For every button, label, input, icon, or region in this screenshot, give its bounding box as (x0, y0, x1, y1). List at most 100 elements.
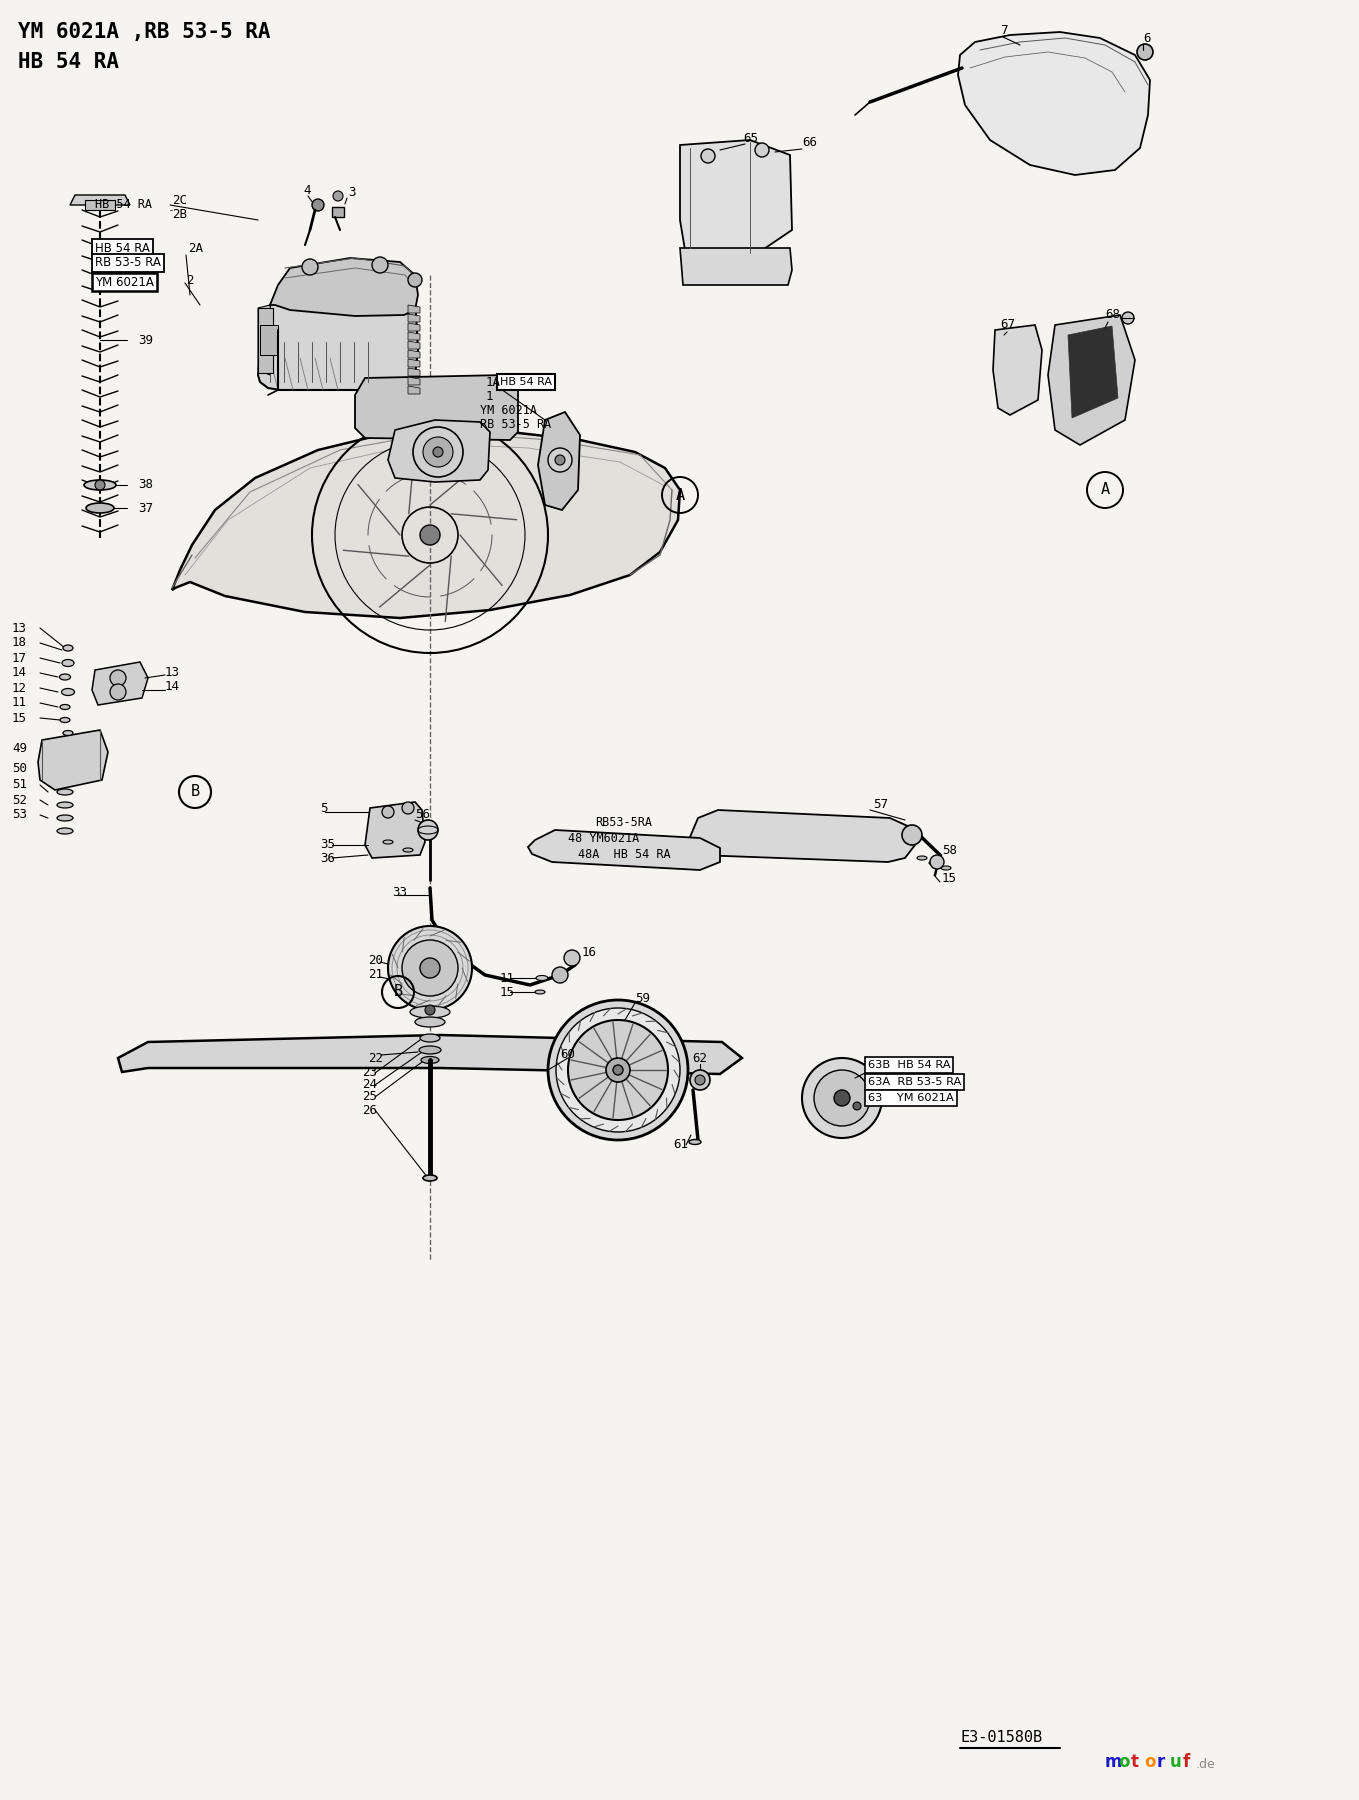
Polygon shape (38, 731, 107, 790)
Circle shape (110, 684, 126, 700)
Ellipse shape (60, 673, 71, 680)
Text: 67: 67 (1000, 319, 1015, 331)
Ellipse shape (57, 828, 73, 833)
Text: u: u (1170, 1753, 1182, 1771)
Ellipse shape (63, 644, 73, 652)
Ellipse shape (940, 866, 951, 869)
Polygon shape (408, 313, 420, 322)
Circle shape (556, 1008, 680, 1132)
Polygon shape (92, 662, 148, 706)
Text: 56: 56 (414, 808, 429, 821)
Bar (332, 207, 344, 218)
Polygon shape (680, 140, 792, 256)
Circle shape (434, 446, 443, 457)
Text: 48A  HB 54 RA: 48A HB 54 RA (578, 848, 670, 862)
Circle shape (902, 824, 921, 844)
Circle shape (564, 950, 580, 967)
Polygon shape (258, 277, 419, 391)
Ellipse shape (420, 1033, 440, 1042)
Text: RB53-5RA: RB53-5RA (595, 815, 652, 828)
Text: 24: 24 (361, 1078, 376, 1091)
Polygon shape (408, 322, 420, 331)
Polygon shape (408, 385, 420, 394)
Polygon shape (1068, 326, 1118, 418)
Circle shape (389, 925, 472, 1010)
Polygon shape (680, 248, 792, 284)
Polygon shape (408, 304, 420, 313)
Text: 21: 21 (368, 968, 383, 981)
Text: 36: 36 (319, 851, 336, 864)
Text: 66: 66 (802, 137, 817, 149)
Polygon shape (529, 830, 720, 869)
Text: 25: 25 (361, 1091, 376, 1103)
Text: 50: 50 (12, 761, 27, 774)
Text: o: o (1118, 1753, 1129, 1771)
Text: A: A (1101, 482, 1109, 497)
Polygon shape (408, 349, 420, 358)
Circle shape (930, 855, 945, 869)
Circle shape (1123, 311, 1133, 324)
Polygon shape (408, 376, 420, 385)
Text: 38: 38 (139, 479, 154, 491)
Text: 13: 13 (12, 621, 27, 635)
Text: 63B  HB 54 RA: 63B HB 54 RA (868, 1060, 950, 1069)
Text: RB 53-5 RA: RB 53-5 RA (95, 256, 160, 270)
Text: 17: 17 (12, 652, 27, 664)
Text: HB 54 RA: HB 54 RA (95, 198, 152, 212)
Circle shape (834, 1091, 849, 1105)
Polygon shape (408, 340, 420, 349)
Bar (258, 308, 273, 373)
Text: m: m (1105, 1753, 1123, 1771)
Text: 49: 49 (12, 742, 27, 754)
Text: 3: 3 (348, 187, 356, 200)
Polygon shape (270, 257, 419, 317)
Text: HB 54 RA: HB 54 RA (18, 52, 120, 72)
Text: 22: 22 (368, 1051, 383, 1064)
Circle shape (402, 803, 414, 814)
Polygon shape (408, 367, 420, 376)
Text: 11: 11 (500, 972, 515, 985)
Ellipse shape (57, 815, 73, 821)
Ellipse shape (404, 848, 413, 851)
Circle shape (420, 526, 440, 545)
Circle shape (690, 1069, 709, 1091)
Text: 2A: 2A (188, 241, 202, 254)
Text: r: r (1157, 1753, 1165, 1771)
Text: YM 6021A: YM 6021A (95, 275, 154, 288)
Text: 39: 39 (139, 333, 154, 346)
Circle shape (95, 481, 105, 490)
Circle shape (423, 437, 453, 466)
Polygon shape (690, 810, 915, 862)
Polygon shape (173, 428, 680, 617)
Ellipse shape (61, 688, 75, 695)
Text: RB 53-5 RA: RB 53-5 RA (480, 418, 552, 430)
Text: 63    YM 6021A: 63 YM 6021A (868, 1093, 954, 1103)
Text: 11: 11 (12, 697, 27, 709)
Text: 53: 53 (12, 808, 27, 821)
Text: f: f (1182, 1753, 1190, 1771)
Text: 5: 5 (319, 801, 328, 814)
Text: 63A  RB 53-5 RA: 63A RB 53-5 RA (868, 1076, 961, 1087)
Circle shape (568, 1021, 669, 1120)
Polygon shape (993, 326, 1042, 416)
Circle shape (333, 191, 342, 202)
Text: .de: .de (1196, 1757, 1216, 1771)
Text: E3-01580B: E3-01580B (959, 1730, 1042, 1746)
Ellipse shape (57, 788, 73, 796)
Ellipse shape (84, 481, 116, 490)
Text: YM 6021A: YM 6021A (480, 403, 537, 416)
Text: HB 54 RA: HB 54 RA (500, 376, 552, 387)
Ellipse shape (419, 1046, 442, 1055)
Circle shape (110, 670, 126, 686)
Text: 20: 20 (368, 954, 383, 967)
Circle shape (1137, 43, 1152, 59)
Ellipse shape (917, 857, 927, 860)
Ellipse shape (60, 718, 71, 722)
Ellipse shape (410, 1006, 450, 1019)
Polygon shape (355, 374, 518, 439)
Polygon shape (118, 1035, 742, 1075)
Polygon shape (958, 32, 1150, 175)
Text: 23: 23 (361, 1066, 376, 1080)
Polygon shape (86, 200, 116, 211)
Text: 2B: 2B (173, 209, 188, 221)
